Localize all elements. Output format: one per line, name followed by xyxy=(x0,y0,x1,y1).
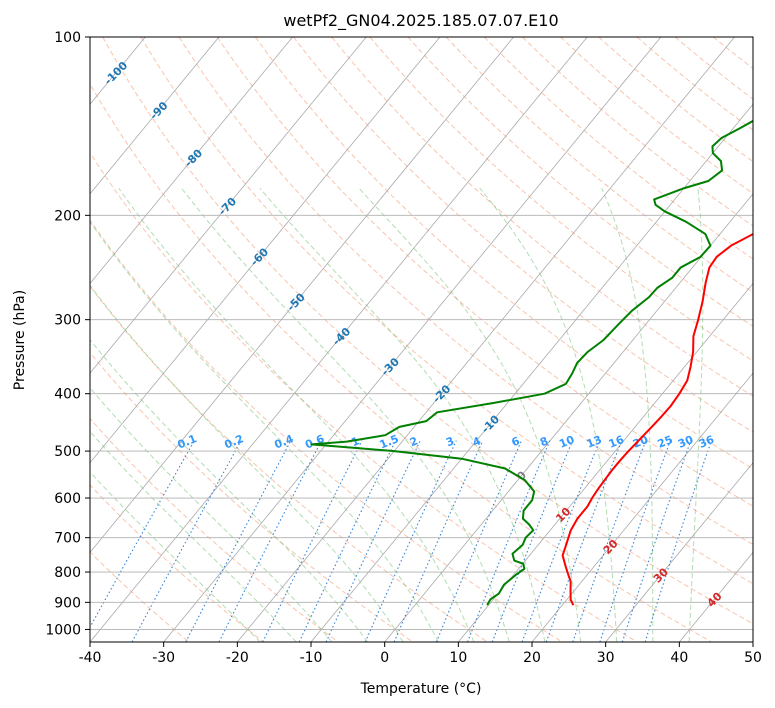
mixing-ratio-label: 3 xyxy=(444,434,456,449)
dry-adiabat xyxy=(483,37,753,260)
y-axis-label: Pressure (hPa) xyxy=(12,290,28,390)
dry-adiabat xyxy=(178,37,753,546)
isotherm-line xyxy=(458,282,753,642)
dry-adiabat xyxy=(90,151,639,642)
moist-adiabat xyxy=(90,220,439,642)
x-tick-label: -10 xyxy=(300,650,323,666)
isotherm-line xyxy=(90,37,514,554)
y-tick-label: 800 xyxy=(54,565,81,581)
mixing-ratio-line xyxy=(90,440,195,629)
mixing-ratio-line xyxy=(393,440,484,642)
mixing-ratio-line xyxy=(131,440,242,642)
dry-adiabat xyxy=(90,417,340,642)
mixing-ratio-line xyxy=(364,440,457,642)
moist-adiabat xyxy=(118,187,475,642)
mixing-ratio-label: 20 xyxy=(631,433,650,451)
temperature-profile xyxy=(561,232,753,606)
mixing-ratio-label: 8 xyxy=(538,434,550,449)
isotherm-line xyxy=(163,37,662,642)
isotherm-line xyxy=(605,462,753,642)
y-tick-label: 900 xyxy=(54,595,81,611)
mixing-ratio-label: 2 xyxy=(408,434,420,449)
dry-adiabat xyxy=(560,37,753,195)
mixing-ratio-line xyxy=(644,440,713,642)
y-tick-label: 200 xyxy=(54,208,81,224)
mixing-ratio-line xyxy=(572,440,647,642)
plot-area: -100-90-80-70-60-50-40-30-20-10010203040… xyxy=(90,37,753,642)
dewpoint-profile xyxy=(310,119,753,606)
x-tick-label: -20 xyxy=(226,650,249,666)
chart-title: wetPf2_GN04.2025.185.07.07.E10 xyxy=(283,11,558,31)
x-axis-label: Temperature (°C) xyxy=(360,681,482,697)
isotherm-line xyxy=(310,103,753,642)
x-tick-label: 10 xyxy=(449,650,467,666)
y-tick-label: 400 xyxy=(54,387,81,403)
dry-adiabat xyxy=(293,37,753,433)
moist-adiabat xyxy=(181,187,510,642)
dry-adiabat xyxy=(90,484,265,642)
isotherm-line xyxy=(90,37,293,285)
moist-adiabat xyxy=(90,284,404,642)
x-tick-label: 40 xyxy=(670,650,688,666)
plot-frame xyxy=(89,36,754,643)
y-tick-label: 500 xyxy=(54,444,81,460)
x-tick-label: 50 xyxy=(744,650,762,666)
mixing-ratio-label: 16 xyxy=(607,433,626,451)
isotherm-line xyxy=(90,37,441,464)
moist-adiabat xyxy=(90,339,368,642)
mixing-ratio-line xyxy=(435,440,523,642)
y-tick-label: 1000 xyxy=(45,622,81,638)
mixing-ratio-label: 25 xyxy=(656,433,675,451)
mixing-ratio-label: 1 xyxy=(349,434,361,449)
dry-adiabat xyxy=(90,219,564,642)
y-tick-label: 600 xyxy=(54,491,81,507)
isotherm-line xyxy=(90,37,367,374)
x-tick-label: 30 xyxy=(597,650,615,666)
dry-adiabat xyxy=(140,37,753,585)
x-tick-label: -40 xyxy=(79,650,102,666)
dry-adiabat xyxy=(90,83,713,642)
mixing-ratio-label: 13 xyxy=(585,433,604,451)
isotherm-line xyxy=(384,193,753,642)
dry-adiabat xyxy=(254,37,753,470)
dry-adiabat xyxy=(445,37,753,293)
isotherm-line xyxy=(237,37,735,642)
isotherm-line xyxy=(90,37,588,642)
x-tick-label: 0 xyxy=(380,650,389,666)
x-tick-label: -30 xyxy=(152,650,175,666)
y-tick-label: 300 xyxy=(54,313,81,329)
x-tick-label: 20 xyxy=(523,650,541,666)
isotherm-line xyxy=(90,37,220,195)
dry-adiabat xyxy=(90,285,489,642)
isotherm-line xyxy=(531,372,753,642)
mixing-ratio-label: 36 xyxy=(697,433,716,451)
mixing-ratio-line xyxy=(262,440,363,642)
mixing-ratio-label: 30 xyxy=(676,433,695,451)
y-tick-label: 700 xyxy=(54,531,81,547)
mixing-ratio-line xyxy=(545,440,623,642)
y-tick-label: 100 xyxy=(54,30,81,46)
dry-adiabat xyxy=(369,37,753,362)
mixing-ratio-label: 10 xyxy=(557,433,576,451)
